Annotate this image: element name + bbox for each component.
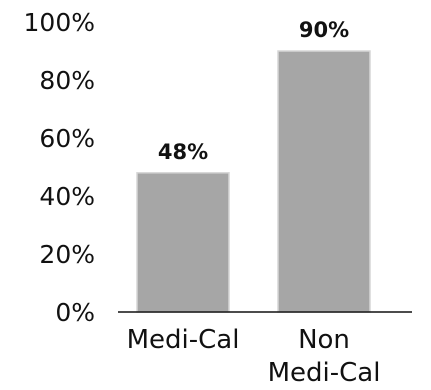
y-tick-label: 100% xyxy=(24,8,95,37)
data-label: 90% xyxy=(299,18,349,42)
data-label: 48% xyxy=(158,140,208,164)
y-axis-ticks: 0% 20% 40% 60% 80% 100% xyxy=(24,8,95,327)
data-labels: 48% 90% xyxy=(158,18,349,164)
y-tick-label: 60% xyxy=(39,124,95,153)
bar xyxy=(277,50,371,313)
x-tick-label: Non Medi-Cal xyxy=(268,325,381,388)
y-tick-label: 20% xyxy=(39,240,95,269)
bar xyxy=(136,172,230,313)
x-axis-tick-labels: Medi-Cal Non Medi-Cal xyxy=(127,325,381,388)
x-tick-label: Medi-Cal xyxy=(127,325,240,355)
bars xyxy=(136,50,371,313)
y-tick-label: 40% xyxy=(39,182,95,211)
y-tick-label: 80% xyxy=(39,66,95,95)
y-tick-label: 0% xyxy=(55,298,95,327)
